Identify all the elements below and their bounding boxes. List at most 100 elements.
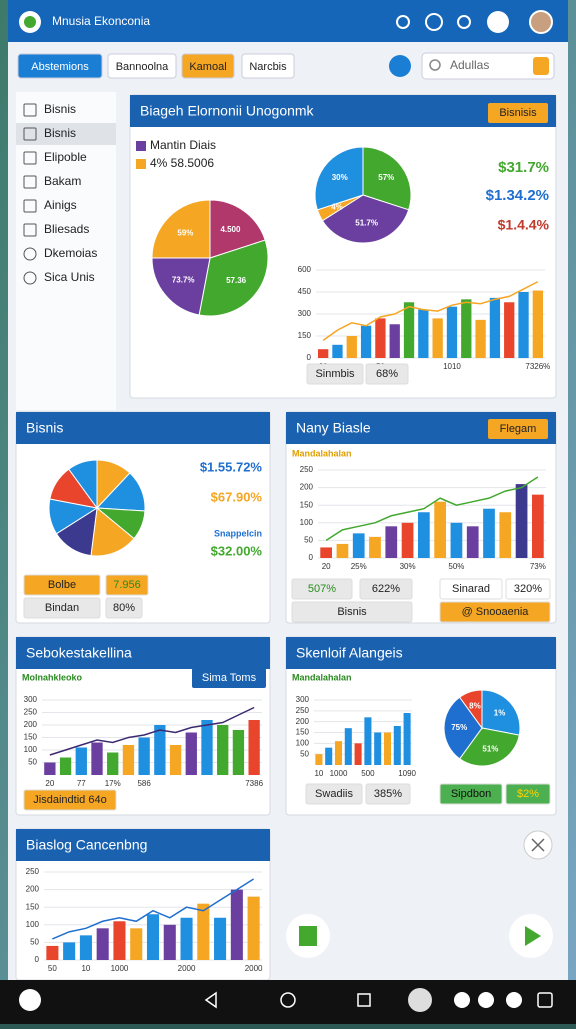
- bar: [315, 754, 323, 765]
- bar: [180, 917, 193, 960]
- search-icon: [429, 59, 441, 71]
- chip-label: Sinmbis: [315, 368, 355, 380]
- panel-button[interactable]: [488, 419, 548, 439]
- chip[interactable]: [439, 783, 503, 805]
- sidebar-item[interactable]: Bakam: [44, 174, 81, 188]
- search-box[interactable]: [421, 52, 555, 80]
- chip[interactable]: [505, 783, 551, 805]
- sidebar-item[interactable]: Elipoble: [44, 150, 87, 164]
- sidebar-item[interactable]: Bliesads: [44, 222, 89, 236]
- x-tick-label: 20: [45, 779, 54, 788]
- sidebar-item[interactable]: Bisnis: [44, 126, 76, 140]
- bar: [163, 924, 176, 960]
- chip[interactable]: [105, 597, 143, 619]
- bar: [515, 484, 528, 558]
- chip[interactable]: [23, 574, 101, 596]
- chip-label: Sipdbon: [451, 788, 491, 800]
- bar: [417, 512, 430, 558]
- panel-button[interactable]: [488, 103, 548, 123]
- y-tick-label: 250: [300, 465, 314, 474]
- nav-icon-1[interactable]: [454, 992, 470, 1008]
- nav-icon-3[interactable]: [506, 992, 522, 1008]
- chip[interactable]: [23, 597, 101, 619]
- pie-slice: [481, 689, 521, 736]
- y-tick-label: 100: [300, 518, 314, 527]
- bar: [46, 945, 59, 960]
- bar: [393, 726, 401, 765]
- pie-slice: [68, 459, 98, 510]
- chip[interactable]: [291, 578, 353, 600]
- nav-recent[interactable]: [357, 993, 371, 1007]
- y-tick-label: 100: [24, 745, 38, 754]
- chip[interactable]: [105, 574, 149, 596]
- fab-icon: [299, 926, 317, 946]
- chip-label: 622%: [372, 583, 400, 595]
- bar: [344, 728, 352, 765]
- nav-back[interactable]: [204, 991, 217, 1009]
- nav-home[interactable]: [280, 992, 296, 1008]
- chip[interactable]: [439, 578, 503, 600]
- chip[interactable]: [505, 578, 551, 600]
- y-tick-label: 200: [300, 483, 314, 492]
- tab[interactable]: [181, 53, 235, 79]
- icon-find[interactable]: [457, 15, 471, 29]
- chip[interactable]: [439, 601, 551, 623]
- filter-button[interactable]: [389, 55, 411, 77]
- y-tick-label: 150: [24, 733, 38, 742]
- avatar[interactable]: [529, 10, 553, 34]
- chip[interactable]: [306, 363, 364, 385]
- icon-menu[interactable]: [487, 11, 509, 33]
- sidebar-item[interactable]: Sica Unis: [44, 270, 95, 284]
- chip[interactable]: [359, 578, 413, 600]
- sidebar-item[interactable]: Dkemoias: [44, 246, 97, 260]
- nav-icon-4[interactable]: [537, 992, 553, 1008]
- stat-value: $67.90%: [211, 489, 263, 504]
- panel-subtitle: Molnahkleoko: [22, 672, 83, 682]
- tab[interactable]: [241, 53, 295, 79]
- nav-icon-2[interactable]: [478, 992, 494, 1008]
- nav-tool[interactable]: [408, 988, 432, 1012]
- chip[interactable]: [23, 789, 117, 811]
- chip[interactable]: [365, 783, 411, 805]
- stat-value: Snappelcin: [214, 528, 262, 538]
- search-button[interactable]: [533, 57, 549, 75]
- panel-button-label: Flegam: [500, 423, 537, 435]
- y-tick-label: 250: [24, 708, 38, 717]
- bar: [91, 742, 103, 775]
- pie-slice: [321, 194, 410, 244]
- chip[interactable]: [305, 783, 363, 805]
- y-tick-label: 450: [298, 287, 312, 296]
- panel-button-label: Bisnisis: [499, 107, 537, 119]
- x-tick-label: 7386: [245, 779, 263, 788]
- x-tick-label: 7326%: [525, 362, 550, 371]
- bar: [375, 318, 386, 358]
- panel-button[interactable]: [192, 668, 266, 688]
- slice-label: 51.7%: [355, 219, 378, 228]
- tab[interactable]: [17, 53, 103, 79]
- y-tick-label: 150: [298, 331, 312, 340]
- bar: [325, 747, 333, 765]
- sidebar-item[interactable]: Ainigs: [44, 198, 77, 212]
- bar: [96, 928, 109, 960]
- nav-app[interactable]: [19, 989, 41, 1011]
- stat-value: $32.00%: [211, 543, 263, 558]
- sidebar-checkbox: [23, 175, 37, 189]
- sidebar-selected: [16, 123, 116, 145]
- bar: [154, 725, 166, 775]
- chip[interactable]: [365, 363, 409, 385]
- sidebar-checkbox: [23, 103, 37, 117]
- bar: [403, 302, 415, 358]
- icon-search[interactable]: [396, 15, 410, 29]
- pie-slice: [314, 146, 364, 211]
- x-tick-label: 20: [322, 562, 331, 571]
- stat-value: $31.7%: [498, 159, 549, 176]
- legend-swatch: [136, 159, 146, 169]
- sidebar-item[interactable]: Bisnis: [44, 102, 76, 116]
- y-tick-label: 250: [296, 706, 310, 715]
- bar: [531, 494, 544, 558]
- chip[interactable]: [291, 601, 413, 623]
- icon-clock[interactable]: [425, 13, 443, 31]
- tab[interactable]: [107, 53, 177, 79]
- bar: [385, 526, 398, 558]
